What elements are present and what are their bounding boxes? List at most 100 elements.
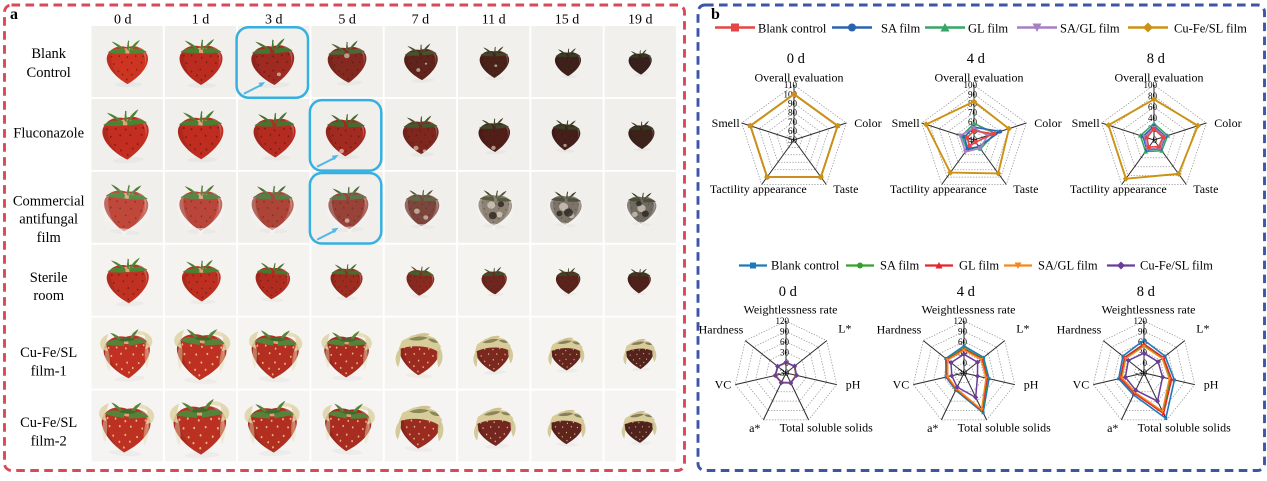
svg-text:pH: pH <box>846 378 861 392</box>
svg-text:4 d: 4 d <box>967 51 986 67</box>
svg-text:0 d: 0 d <box>779 284 798 300</box>
svg-text:90: 90 <box>968 89 978 99</box>
svg-text:15 d: 15 d <box>555 12 580 27</box>
svg-text:110: 110 <box>784 80 798 90</box>
svg-text:30: 30 <box>958 347 968 357</box>
svg-text:8 d: 8 d <box>1137 284 1156 300</box>
svg-text:Hardness: Hardness <box>699 323 744 337</box>
svg-text:Tactility appearance: Tactility appearance <box>890 182 987 196</box>
svg-text:60: 60 <box>1148 102 1158 112</box>
svg-text:90: 90 <box>958 327 968 337</box>
svg-text:Color: Color <box>854 116 881 130</box>
svg-text:antifungal: antifungal <box>19 212 78 228</box>
svg-text:90: 90 <box>780 327 790 337</box>
svg-text:-30: -30 <box>1135 368 1147 378</box>
svg-text:Weightlessness rate: Weightlessness rate <box>921 303 1015 317</box>
svg-text:Blank control: Blank control <box>758 22 827 36</box>
svg-text:90: 90 <box>788 99 798 109</box>
svg-text:4 d: 4 d <box>957 284 976 300</box>
svg-text:-30: -30 <box>955 368 967 378</box>
svg-text:100: 100 <box>1144 80 1158 90</box>
svg-text:a*: a* <box>1107 421 1118 435</box>
svg-text:60: 60 <box>968 117 978 127</box>
svg-text:0: 0 <box>1143 358 1148 368</box>
svg-text:Color: Color <box>1034 116 1061 130</box>
svg-text:pH: pH <box>1024 378 1039 392</box>
svg-text:Total soluble solids: Total soluble solids <box>1138 420 1231 434</box>
svg-text:L*: L* <box>1196 322 1209 336</box>
svg-text:70: 70 <box>968 108 978 118</box>
svg-text:Hardness: Hardness <box>1057 323 1102 337</box>
svg-text:5 d: 5 d <box>338 12 356 27</box>
svg-text:0: 0 <box>1153 135 1158 145</box>
svg-text:SA/GL film: SA/GL film <box>1060 22 1120 36</box>
svg-text:70: 70 <box>788 117 798 127</box>
svg-text:60: 60 <box>958 337 968 347</box>
svg-text:8 d: 8 d <box>1147 51 1166 67</box>
svg-text:Tactility appearance: Tactility appearance <box>1070 182 1167 196</box>
svg-text:30: 30 <box>780 347 790 357</box>
svg-text:L*: L* <box>1016 322 1029 336</box>
svg-text:Blank: Blank <box>31 46 66 62</box>
svg-text:Weightlessness rate: Weightlessness rate <box>743 303 837 317</box>
svg-text:120: 120 <box>1134 316 1148 326</box>
svg-text:3 d: 3 d <box>265 12 283 27</box>
svg-text:0 d: 0 d <box>787 51 806 67</box>
svg-text:19 d: 19 d <box>628 12 653 27</box>
svg-text:L*: L* <box>838 322 851 336</box>
svg-text:SA/GL film: SA/GL film <box>1038 258 1098 272</box>
svg-text:1 d: 1 d <box>192 12 210 27</box>
svg-text:0: 0 <box>963 358 968 368</box>
svg-text:-30: -30 <box>777 368 789 378</box>
svg-text:80: 80 <box>1148 91 1158 101</box>
svg-text:11 d: 11 d <box>482 12 506 27</box>
svg-text:GL film: GL film <box>959 258 999 272</box>
svg-text:Commercial: Commercial <box>13 193 85 209</box>
svg-text:room: room <box>33 288 64 304</box>
svg-text:Cu-Fe/SL film: Cu-Fe/SL film <box>1140 258 1213 272</box>
svg-text:60: 60 <box>788 126 798 136</box>
svg-text:Hardness: Hardness <box>877 323 922 337</box>
svg-text:60: 60 <box>780 337 790 347</box>
svg-text:SA film: SA film <box>881 22 921 36</box>
svg-text:120: 120 <box>954 316 968 326</box>
svg-text:7 d: 7 d <box>412 12 430 27</box>
svg-text:Taste: Taste <box>833 182 858 196</box>
svg-text:50: 50 <box>788 135 798 145</box>
svg-text:b: b <box>711 6 720 23</box>
svg-text:40: 40 <box>968 135 978 145</box>
svg-text:80: 80 <box>788 108 798 118</box>
svg-text:film-2: film-2 <box>31 433 67 449</box>
svg-text:120: 120 <box>776 316 790 326</box>
svg-text:pH: pH <box>1204 378 1219 392</box>
svg-text:Smell: Smell <box>712 116 741 130</box>
svg-text:a: a <box>10 6 18 23</box>
svg-text:Overall evaluation: Overall evaluation <box>755 70 844 84</box>
svg-text:VC: VC <box>893 378 910 392</box>
svg-text:Cu-Fe/SL: Cu-Fe/SL <box>20 345 77 361</box>
svg-text:VC: VC <box>1073 378 1090 392</box>
svg-text:80: 80 <box>968 99 978 109</box>
svg-text:film-1: film-1 <box>31 364 67 380</box>
svg-text:Smell: Smell <box>892 116 921 130</box>
svg-text:Fluconazole: Fluconazole <box>13 126 84 142</box>
svg-text:Taste: Taste <box>1013 182 1038 196</box>
svg-text:GL film: GL film <box>968 22 1008 36</box>
svg-text:Weightlessness rate: Weightlessness rate <box>1101 303 1195 317</box>
svg-text:Overall evaluation: Overall evaluation <box>1115 70 1204 84</box>
svg-text:90: 90 <box>1138 327 1148 337</box>
svg-text:Taste: Taste <box>1193 182 1218 196</box>
svg-text:Sterile: Sterile <box>30 270 68 286</box>
svg-text:Color: Color <box>1214 116 1241 130</box>
svg-text:Total soluble solids: Total soluble solids <box>958 420 1051 434</box>
svg-text:Overall evaluation: Overall evaluation <box>935 70 1024 84</box>
svg-text:a*: a* <box>927 421 938 435</box>
svg-text:40: 40 <box>1148 113 1158 123</box>
svg-text:Smell: Smell <box>1072 116 1101 130</box>
svg-text:100: 100 <box>964 80 978 90</box>
svg-text:Total soluble solids: Total soluble solids <box>780 420 873 434</box>
svg-text:0 d: 0 d <box>114 12 132 27</box>
svg-text:SA film: SA film <box>880 258 920 272</box>
svg-text:VC: VC <box>715 378 732 392</box>
svg-text:Blank control: Blank control <box>771 258 840 272</box>
